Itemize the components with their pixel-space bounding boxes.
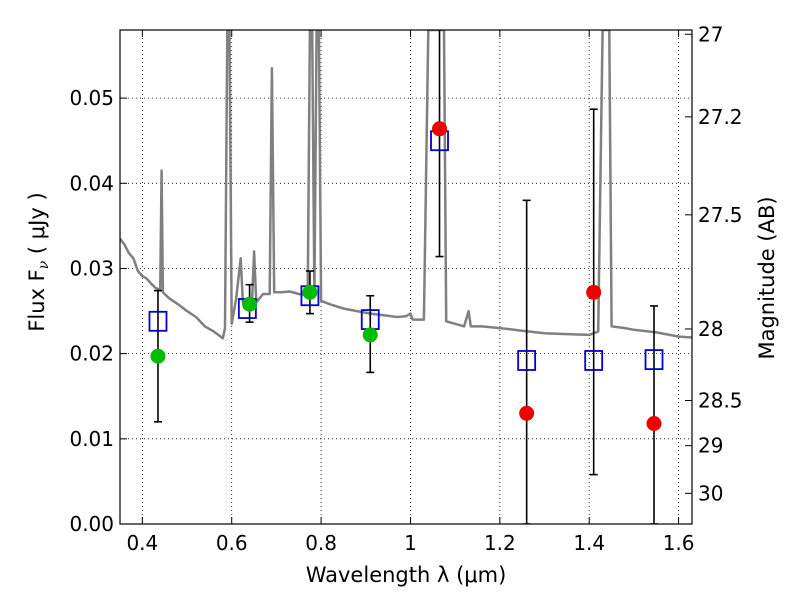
right-axis-label: Magnitude (AB) xyxy=(755,196,779,359)
y-axis-label-subscript: ν xyxy=(36,260,52,269)
right-tick-label: 28 xyxy=(698,317,723,341)
x-axis-label: Wavelength λ (μm) xyxy=(306,563,507,587)
observed-flux-marker xyxy=(646,415,662,431)
y-axis-label-unit: ( μJy ) xyxy=(25,192,49,260)
y-axis-label: Flux Fν ( μJy ) xyxy=(25,192,52,331)
x-tick-label: 0.8 xyxy=(305,531,337,555)
x-tick-label: 1.6 xyxy=(663,531,695,555)
y-axis-ticks: 0.00 0.01 0.02 0.03 0.04 0.05 xyxy=(69,86,127,536)
right-tick-label: 27.2 xyxy=(698,105,743,129)
x-tick-label: 1.2 xyxy=(484,531,516,555)
x-tick-label: 1 xyxy=(404,531,417,555)
observed-flux-marker xyxy=(586,284,602,300)
right-tick-label: 27 xyxy=(698,22,723,46)
right-tick-label: 30 xyxy=(698,481,723,505)
right-tick-label: 27.5 xyxy=(698,203,743,227)
y-tick-label: 0.05 xyxy=(69,86,114,110)
model-square-marker xyxy=(517,350,537,371)
x-tick-label: 0.6 xyxy=(216,531,248,555)
observed-flux-marker xyxy=(242,296,258,312)
y-tick-label: 0.03 xyxy=(69,256,114,280)
y-axis-label-main: Flux F xyxy=(25,269,49,331)
x-axis-ticks: 0.4 0.6 0.8 1 1.2 1.4 1.6 xyxy=(126,30,695,555)
plot-background xyxy=(120,30,692,524)
observed-flux-marker xyxy=(302,284,318,300)
observed-flux-marker xyxy=(150,348,166,364)
right-tick-label: 28.5 xyxy=(698,389,743,413)
grid-lines xyxy=(120,30,692,524)
right-axis-ticks: 27 27.2 27.5 28 28.5 29 30 xyxy=(685,22,743,505)
y-tick-label: 0.01 xyxy=(69,427,114,451)
y-tick-label: 0.02 xyxy=(69,342,114,366)
right-tick-label: 29 xyxy=(698,434,723,458)
observed-flux-marker xyxy=(432,121,448,137)
observed-flux-marker xyxy=(519,405,535,421)
x-tick-label: 0.4 xyxy=(126,531,158,555)
y-tick-label: 0.00 xyxy=(69,512,114,536)
observed-marker-layer xyxy=(150,121,662,431)
x-tick-label: 1.4 xyxy=(573,531,605,555)
y-tick-label: 0.04 xyxy=(69,171,114,195)
model-square-marker xyxy=(584,350,604,371)
model-square-marker xyxy=(148,310,168,332)
plot-frame xyxy=(119,29,693,525)
observed-flux-marker xyxy=(362,327,378,343)
model-square-marker xyxy=(644,349,664,371)
